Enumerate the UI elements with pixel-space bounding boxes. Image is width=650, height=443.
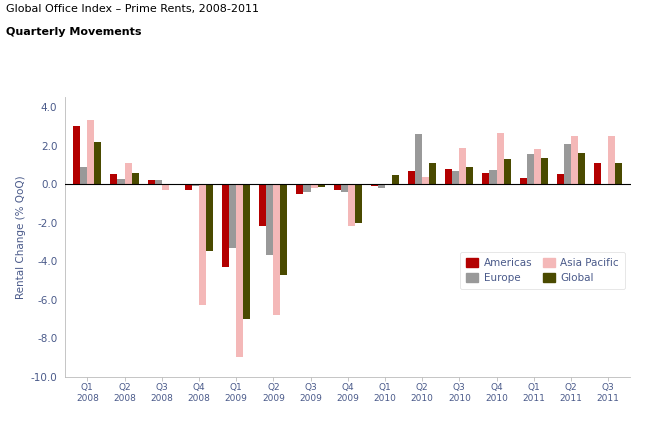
Bar <box>489 170 497 184</box>
Bar <box>73 126 80 184</box>
Bar <box>155 180 162 184</box>
Bar <box>87 120 94 184</box>
Bar <box>594 163 601 184</box>
Bar <box>169 184 176 185</box>
Bar <box>333 184 341 190</box>
Bar <box>162 184 169 190</box>
Bar <box>259 184 266 226</box>
Bar <box>206 184 213 252</box>
Y-axis label: Rental Change (% QoQ): Rental Change (% QoQ) <box>16 175 27 299</box>
Bar <box>504 159 511 184</box>
Bar <box>94 142 101 184</box>
Text: Quarterly Movements: Quarterly Movements <box>6 27 142 37</box>
Bar <box>199 184 206 305</box>
Bar <box>378 184 385 188</box>
Bar <box>280 184 287 275</box>
Bar <box>222 184 229 267</box>
Bar <box>348 184 355 226</box>
Bar <box>578 153 585 184</box>
Bar <box>148 180 155 184</box>
Bar <box>80 167 87 184</box>
Bar <box>557 175 564 184</box>
Bar <box>445 169 452 184</box>
Bar <box>243 184 250 319</box>
Bar <box>608 136 616 184</box>
Bar <box>422 177 429 184</box>
Bar <box>519 178 526 184</box>
Bar <box>229 184 236 248</box>
Bar <box>370 184 378 186</box>
Bar <box>429 163 436 184</box>
Bar <box>341 184 348 192</box>
Bar <box>236 184 243 358</box>
Bar <box>266 184 274 255</box>
Bar <box>111 175 118 184</box>
Bar <box>318 184 325 187</box>
Bar <box>482 172 489 184</box>
Bar <box>118 179 125 184</box>
Bar <box>304 184 311 192</box>
Bar <box>296 184 304 194</box>
Bar <box>185 184 192 190</box>
Bar <box>355 184 362 222</box>
Bar <box>408 171 415 184</box>
Bar <box>534 149 541 184</box>
Bar <box>467 167 473 184</box>
Bar <box>392 175 399 184</box>
Bar <box>125 163 131 184</box>
Bar <box>452 171 460 184</box>
Bar <box>192 184 199 186</box>
Bar <box>616 163 622 184</box>
Bar <box>274 184 280 315</box>
Bar <box>497 133 504 184</box>
Bar <box>564 144 571 184</box>
Bar <box>526 154 534 184</box>
Text: Global Office Index – Prime Rents, 2008-2011: Global Office Index – Prime Rents, 2008-… <box>6 4 259 15</box>
Bar <box>541 158 548 184</box>
Bar <box>571 136 578 184</box>
Bar <box>131 172 138 184</box>
Bar <box>311 184 318 188</box>
Legend: Americas, Europe, Asia Pacific, Global: Americas, Europe, Asia Pacific, Global <box>460 252 625 289</box>
Bar <box>460 148 467 184</box>
Bar <box>415 134 422 184</box>
